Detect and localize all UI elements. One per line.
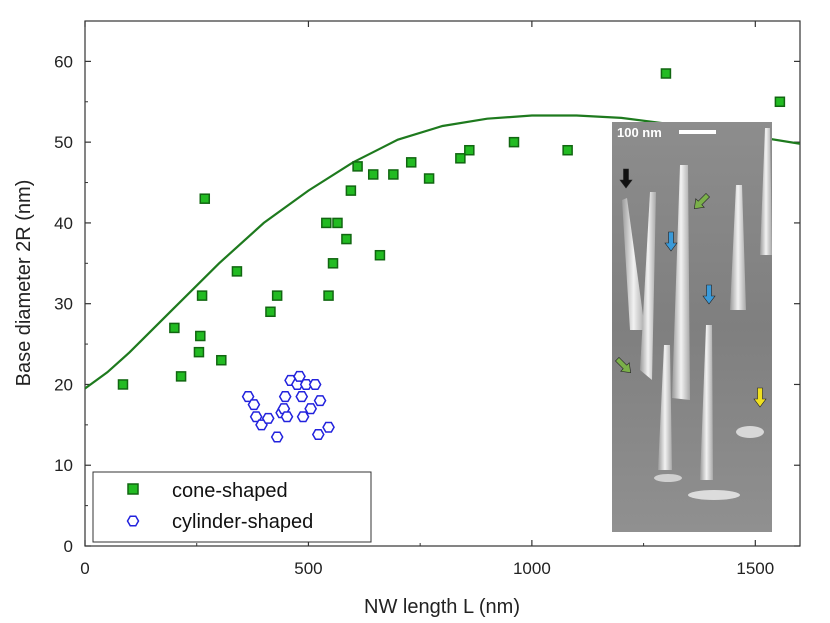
x-tick-label: 1500 bbox=[736, 559, 774, 578]
x-axis-title: NW length L (nm) bbox=[364, 596, 520, 618]
data-point-cone bbox=[405, 157, 417, 168]
data-point-cone bbox=[508, 136, 520, 148]
data-point-cone bbox=[265, 306, 276, 318]
inset-nanowires bbox=[622, 128, 772, 500]
inset-arrow bbox=[664, 231, 678, 252]
legend-box bbox=[92, 471, 372, 543]
y-axis-title: Base diameter 2R (nm) bbox=[13, 180, 35, 387]
data-point-cylinder bbox=[280, 411, 294, 423]
inset-scale-bar bbox=[679, 130, 716, 134]
y-tick-label: 20 bbox=[54, 375, 73, 394]
data-point-cylinder bbox=[295, 391, 309, 403]
data-point-cylinder bbox=[296, 411, 310, 423]
data-point-cone bbox=[341, 233, 352, 245]
data-point-cone bbox=[423, 173, 435, 184]
data-point-cylinder bbox=[322, 421, 335, 433]
y-tick-label: 10 bbox=[54, 456, 73, 475]
legend-item-cylinder-shaped: cylinder-shaped bbox=[126, 511, 313, 533]
data-point-cone bbox=[199, 193, 211, 204]
plot-frame bbox=[84, 20, 801, 547]
y-tick-label: 0 bbox=[64, 537, 73, 556]
data-point-cone bbox=[388, 169, 399, 180]
data-point-cone bbox=[464, 144, 475, 156]
legend-label-cylinder: cylinder-shaped bbox=[172, 511, 313, 533]
x-tick-label: 1000 bbox=[513, 559, 551, 578]
legend-marker-hexagon bbox=[126, 515, 140, 527]
data-point-cone bbox=[345, 185, 357, 196]
inset-arrow bbox=[702, 284, 716, 305]
data-point-cylinder bbox=[247, 399, 261, 411]
data-point-cone bbox=[367, 169, 379, 180]
data-point-cone bbox=[231, 266, 243, 277]
y-tick-label: 50 bbox=[54, 133, 73, 152]
legend: cone-shaped cylinder-shaped bbox=[92, 471, 372, 543]
y-tick-label: 30 bbox=[54, 295, 73, 314]
data-point-cylinder bbox=[270, 431, 284, 443]
data-point-cone bbox=[193, 346, 205, 358]
legend-item-cone-shaped: cone-shaped bbox=[127, 480, 288, 502]
sem-inset-image: 100 nm bbox=[612, 122, 772, 532]
data-point-cone bbox=[332, 217, 343, 229]
inset-arrow bbox=[693, 193, 710, 210]
x-tick-label: 500 bbox=[294, 559, 322, 578]
data-point-cone bbox=[455, 153, 466, 164]
data-point-cylinder bbox=[313, 395, 327, 407]
data-point-cone bbox=[196, 290, 208, 301]
data-point-cone bbox=[195, 330, 206, 342]
y-tick-label: 60 bbox=[54, 52, 73, 71]
inset-arrow bbox=[615, 357, 632, 374]
data-point-cone bbox=[169, 322, 180, 334]
data-point-cone bbox=[374, 249, 386, 261]
data-point-cone bbox=[352, 161, 363, 172]
inset-arrows bbox=[615, 168, 767, 408]
inset-scale-label: 100 nm bbox=[617, 125, 662, 140]
y-tick-label: 40 bbox=[54, 214, 73, 233]
data-point-cylinder bbox=[278, 391, 292, 403]
plot-layer bbox=[85, 68, 800, 443]
data-point-cylinder bbox=[304, 403, 318, 415]
data-point-cone bbox=[216, 354, 227, 366]
axes: 0 500 1000 1500 0 10 20 30 40 50 60 bbox=[54, 20, 801, 578]
data-point-cone bbox=[271, 290, 283, 301]
data-point-cone bbox=[562, 144, 573, 156]
data-point-cylinder bbox=[308, 378, 322, 390]
legend-marker-square bbox=[127, 483, 139, 495]
data-point-cone bbox=[175, 371, 187, 382]
data-point-cone bbox=[323, 290, 334, 301]
data-point-cylinder bbox=[261, 412, 275, 424]
data-point-cone bbox=[327, 258, 339, 269]
data-point-cone bbox=[774, 96, 786, 108]
data-point-cylinder bbox=[311, 429, 325, 441]
data-point-cone bbox=[660, 68, 672, 79]
x-tick-label: 0 bbox=[80, 559, 89, 578]
data-point-cone bbox=[117, 379, 129, 390]
data-point-cone bbox=[321, 217, 332, 229]
inset-arrow bbox=[619, 168, 633, 189]
data-point-cylinder bbox=[299, 378, 313, 390]
inset-arrow bbox=[753, 387, 767, 408]
legend-label-cone: cone-shaped bbox=[172, 480, 288, 502]
